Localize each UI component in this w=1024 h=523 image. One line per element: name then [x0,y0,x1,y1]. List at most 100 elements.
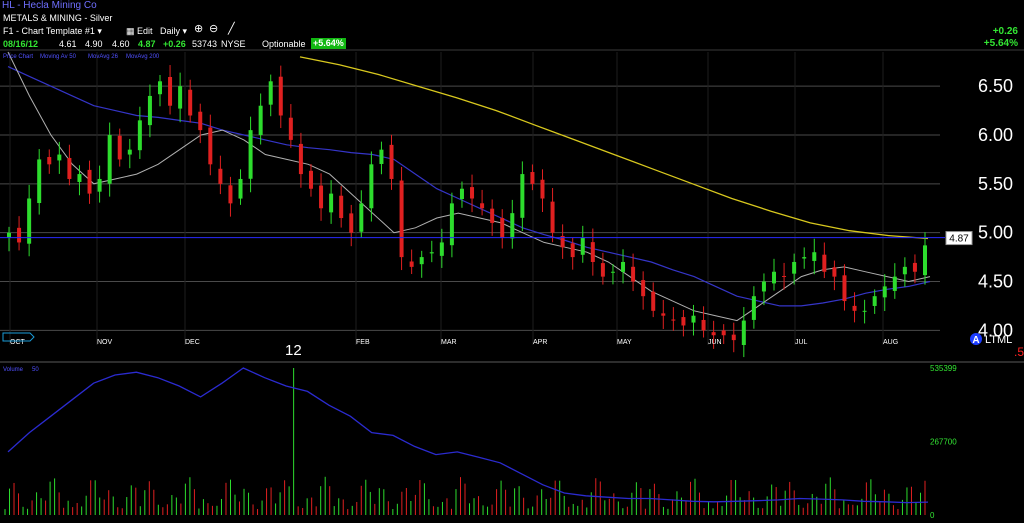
candle-body [67,157,72,179]
quote-low: 4.60 [112,39,130,49]
candle-body [842,275,847,302]
month-label: DEC [185,339,200,346]
candle-body [550,201,555,233]
ticker-title: HL - Hecla Mining Co [2,0,97,11]
month-label: JUL [795,339,808,346]
candle-body [339,195,344,219]
candle-body [822,254,827,272]
candle-body [409,261,414,267]
moving-average-26-line [7,51,931,322]
alert-letter: A [972,335,979,346]
alert-sub: .5 [1014,345,1024,359]
candle-body [530,172,535,184]
ma50-legend: Moving Av 50 [40,54,77,60]
candle-body [812,252,817,261]
draw-tool-icon[interactable]: ╱ [228,23,235,35]
scroll-handle [2,332,35,342]
candle-body [741,320,746,345]
candle-body [127,149,132,155]
edit-icon: ▦ [126,26,135,36]
candle-body [389,144,394,179]
candle-body [449,203,454,246]
candle-body [731,334,736,341]
right-change: +0.26 [992,26,1018,37]
volume-legend: Volume [3,367,24,373]
candle-body [681,317,686,326]
month-label: APR [533,339,547,346]
candle-body [500,218,505,238]
dropdown-icon: ▾ [182,26,188,36]
candle-body [27,198,32,244]
candle-body [631,266,636,282]
volume-average-line [7,367,929,504]
candle-body [198,111,203,131]
candle-body [862,310,867,312]
month-label: JUN [708,339,722,346]
candle-body [329,193,334,213]
month-label: OCT [10,339,26,346]
price-tick-label: 6.50 [978,76,1013,96]
candle-body [308,170,313,189]
candle-body [77,174,82,182]
candle-body [349,213,354,233]
candle-body [218,168,223,184]
chart-header: HL - Hecla Mining Co METALS & MINING - S… [0,0,1024,50]
quote-open: 4.61 [59,39,77,49]
candle-body [882,286,887,298]
candle-body [208,127,213,165]
candle-body [17,227,22,243]
candle-body [872,296,877,306]
volume-ma-legend: 50 [32,367,39,373]
candle-body [157,81,162,95]
price-tick-label: 5.50 [978,174,1013,194]
dropdown-icon: ▾ [97,26,102,36]
price-tick-label: 4.00 [978,320,1013,340]
candle-body [47,157,52,165]
candle-body [379,149,384,164]
month-label: NOV [97,339,113,346]
year-label: 12 [285,342,302,359]
candle-body [490,208,495,223]
candle-body [912,262,917,272]
template-selector[interactable]: F1 - Chart Template #1 ▾ [3,26,102,36]
candle-body [621,261,626,272]
candle-body [107,135,112,184]
moving-average-200-line [299,56,929,240]
candle-body [178,86,183,109]
candle-body [147,95,152,126]
candle-body [459,188,464,200]
price-tick-label: 4.50 [978,272,1013,292]
right-percent: +5.64% [983,38,1018,49]
candle-body [590,242,595,262]
candle-body [248,130,253,179]
candle-body [268,81,273,105]
candle-body [711,332,716,336]
candle-body [651,291,656,311]
candle-body [97,178,102,192]
candle-body [701,319,706,331]
candle-body [470,187,475,199]
period-selector[interactable]: Daily ▾ [160,26,188,36]
candle-body [439,242,444,256]
volume-tick-label: 0 [930,511,935,520]
moving-average-50-line [7,66,931,307]
alert-icon [970,333,982,345]
candle-body [600,263,605,277]
candle-body [520,174,525,218]
zoom-in-icon[interactable]: ⊕ [194,23,204,35]
candle-body [228,185,233,204]
quote-high: 4.90 [85,39,103,49]
candle-body [419,257,424,265]
candle-body [117,135,122,160]
price-tick-label: 6.00 [978,125,1013,145]
candle-body [721,330,726,336]
candle-body [480,203,485,209]
zoom-out-icon[interactable]: ⊖ [209,23,219,35]
candle-body [902,266,907,275]
candle-body [238,178,243,199]
candle-body [641,280,646,297]
edit-button[interactable]: ▦ Edit [126,26,153,36]
price-legend: Price Chart [3,54,33,60]
candle-body [278,76,283,116]
